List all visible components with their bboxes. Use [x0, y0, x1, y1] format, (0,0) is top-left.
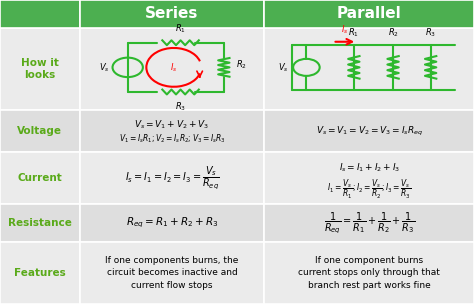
Bar [264, 110, 474, 152]
Text: $V_s = V_1 = V_2 = V_3 = I_sR_{eq}$: $V_s = V_1 = V_2 = V_3 = I_sR_{eq}$ [316, 124, 423, 138]
Text: Current: Current [18, 173, 62, 183]
Text: $I_s$: $I_s$ [341, 24, 348, 36]
Text: $I_s$: $I_s$ [170, 61, 178, 74]
Bar [80, 110, 264, 152]
Text: If one component burns
current stops only through that
branch rest part works fi: If one component burns current stops onl… [298, 256, 440, 290]
Text: $I_s = I_1 = I_2 = I_3 = \dfrac{V_s}{R_{eq}}$: $I_s = I_1 = I_2 = I_3 = \dfrac{V_s}{R_{… [125, 164, 219, 192]
Text: $I_s = I_1 + I_2 + I_3$: $I_s = I_1 + I_2 + I_3$ [338, 161, 400, 174]
Bar [80, 152, 264, 204]
Bar [80, 204, 264, 242]
Text: Parallel: Parallel [337, 6, 401, 22]
Text: If one components burns, the
circuit becomes inactive and
current flow stops: If one components burns, the circuit bec… [105, 256, 239, 290]
Bar [80, 242, 264, 304]
Text: $V_s$: $V_s$ [99, 61, 109, 74]
Text: $R_{eq} = R_1 + R_2 + R_3$: $R_{eq} = R_1 + R_2 + R_3$ [126, 216, 218, 230]
Text: Resistance: Resistance [8, 218, 72, 228]
Bar [264, 28, 474, 110]
Bar [0, 242, 80, 304]
Bar [0, 110, 80, 152]
Text: Series: Series [146, 6, 199, 22]
Text: $R_3$: $R_3$ [175, 101, 186, 113]
Bar [0, 152, 80, 204]
Text: $R_1$: $R_1$ [175, 22, 186, 35]
Text: $V_1 = I_sR_1; V_2 = I_sR_2; V_3 = I_sR_3$: $V_1 = I_sR_1; V_2 = I_sR_2; V_3 = I_sR_… [118, 132, 226, 145]
Bar [264, 0, 474, 28]
Text: $R_2$: $R_2$ [236, 58, 246, 71]
Text: Features: Features [14, 268, 66, 278]
Bar [264, 204, 474, 242]
Bar [0, 28, 80, 110]
Bar [80, 0, 264, 28]
Text: How it
looks: How it looks [21, 58, 59, 80]
Bar [264, 152, 474, 204]
Bar [0, 0, 80, 28]
Text: $R_3$: $R_3$ [425, 26, 436, 39]
Bar [264, 242, 474, 304]
Text: $I_1 = \dfrac{V_s}{R_1}; I_2 = \dfrac{V_s}{R_2}; I_3 = \dfrac{V_s}{R_3}$: $I_1 = \dfrac{V_s}{R_1}; I_2 = \dfrac{V_… [327, 178, 411, 201]
Text: $V_s = V_1 + V_2 + V_3$: $V_s = V_1 + V_2 + V_3$ [135, 118, 210, 130]
Bar [80, 28, 264, 110]
Text: $R_2$: $R_2$ [388, 26, 399, 39]
Text: $R_1$: $R_1$ [348, 26, 359, 39]
Bar [0, 204, 80, 242]
Text: $\dfrac{1}{R_{eq}} = \dfrac{1}{R_1} + \dfrac{1}{R_2} + \dfrac{1}{R_3}$: $\dfrac{1}{R_{eq}} = \dfrac{1}{R_1} + \d… [324, 210, 415, 236]
Text: Voltage: Voltage [18, 126, 62, 136]
Text: $V_s$: $V_s$ [278, 61, 288, 74]
